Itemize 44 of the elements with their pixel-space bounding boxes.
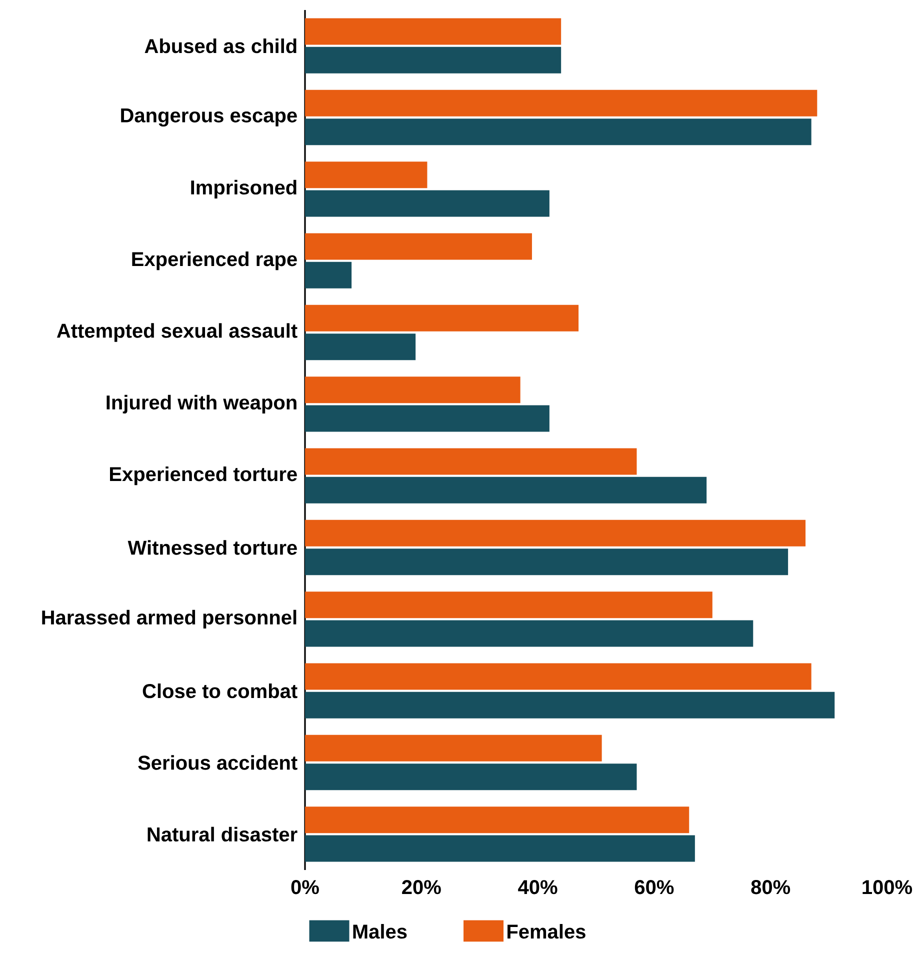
y-tick-label: Dangerous escape xyxy=(121,108,297,127)
bar xyxy=(304,548,788,576)
bar xyxy=(304,448,637,475)
bar xyxy=(304,764,637,790)
x-tick-label: 60% xyxy=(634,880,674,894)
bar xyxy=(304,835,695,862)
bar xyxy=(304,334,416,360)
bar xyxy=(304,46,562,74)
bar xyxy=(304,620,754,647)
y-tick-label: Abused as child xyxy=(144,38,296,54)
bar xyxy=(304,304,579,332)
bar xyxy=(304,18,562,45)
y-tick-label: Experienced rape xyxy=(132,252,297,270)
legend-label: Females xyxy=(508,924,586,939)
bar xyxy=(304,734,602,762)
bar xyxy=(304,262,352,288)
bar xyxy=(304,592,712,618)
y-tick-label: Imprisoned xyxy=(191,180,296,198)
y-tick-label: Close to combat xyxy=(142,683,298,698)
y-tick-label: Experienced torture xyxy=(110,466,297,486)
x-tick-label: 40% xyxy=(518,880,558,894)
y-tick-label: Harassed armed personnel xyxy=(42,610,296,628)
bar xyxy=(304,520,806,546)
bar xyxy=(304,90,818,116)
bar xyxy=(304,663,812,690)
bar xyxy=(304,692,835,718)
y-tick-label: Attempted sexual assault xyxy=(56,323,298,342)
y-tick-label: Injured with weapon xyxy=(106,394,296,414)
legend-label: Males xyxy=(353,924,407,939)
bar xyxy=(304,376,520,404)
y-tick-label: Natural disaster xyxy=(148,826,298,842)
x-tick-label: 0% xyxy=(291,880,319,894)
bar xyxy=(304,190,550,217)
y-tick-label: Witnessed torture xyxy=(128,540,297,555)
bar xyxy=(304,162,428,188)
x-tick-label: 20% xyxy=(402,880,441,894)
x-tick-label: 100% xyxy=(862,880,912,894)
bar xyxy=(304,405,550,432)
y-tick-label: Serious accident xyxy=(138,755,298,770)
bar xyxy=(304,476,707,504)
bar xyxy=(304,233,532,260)
bar xyxy=(304,806,690,834)
bar xyxy=(304,118,812,146)
x-tick-label: 80% xyxy=(751,880,790,894)
